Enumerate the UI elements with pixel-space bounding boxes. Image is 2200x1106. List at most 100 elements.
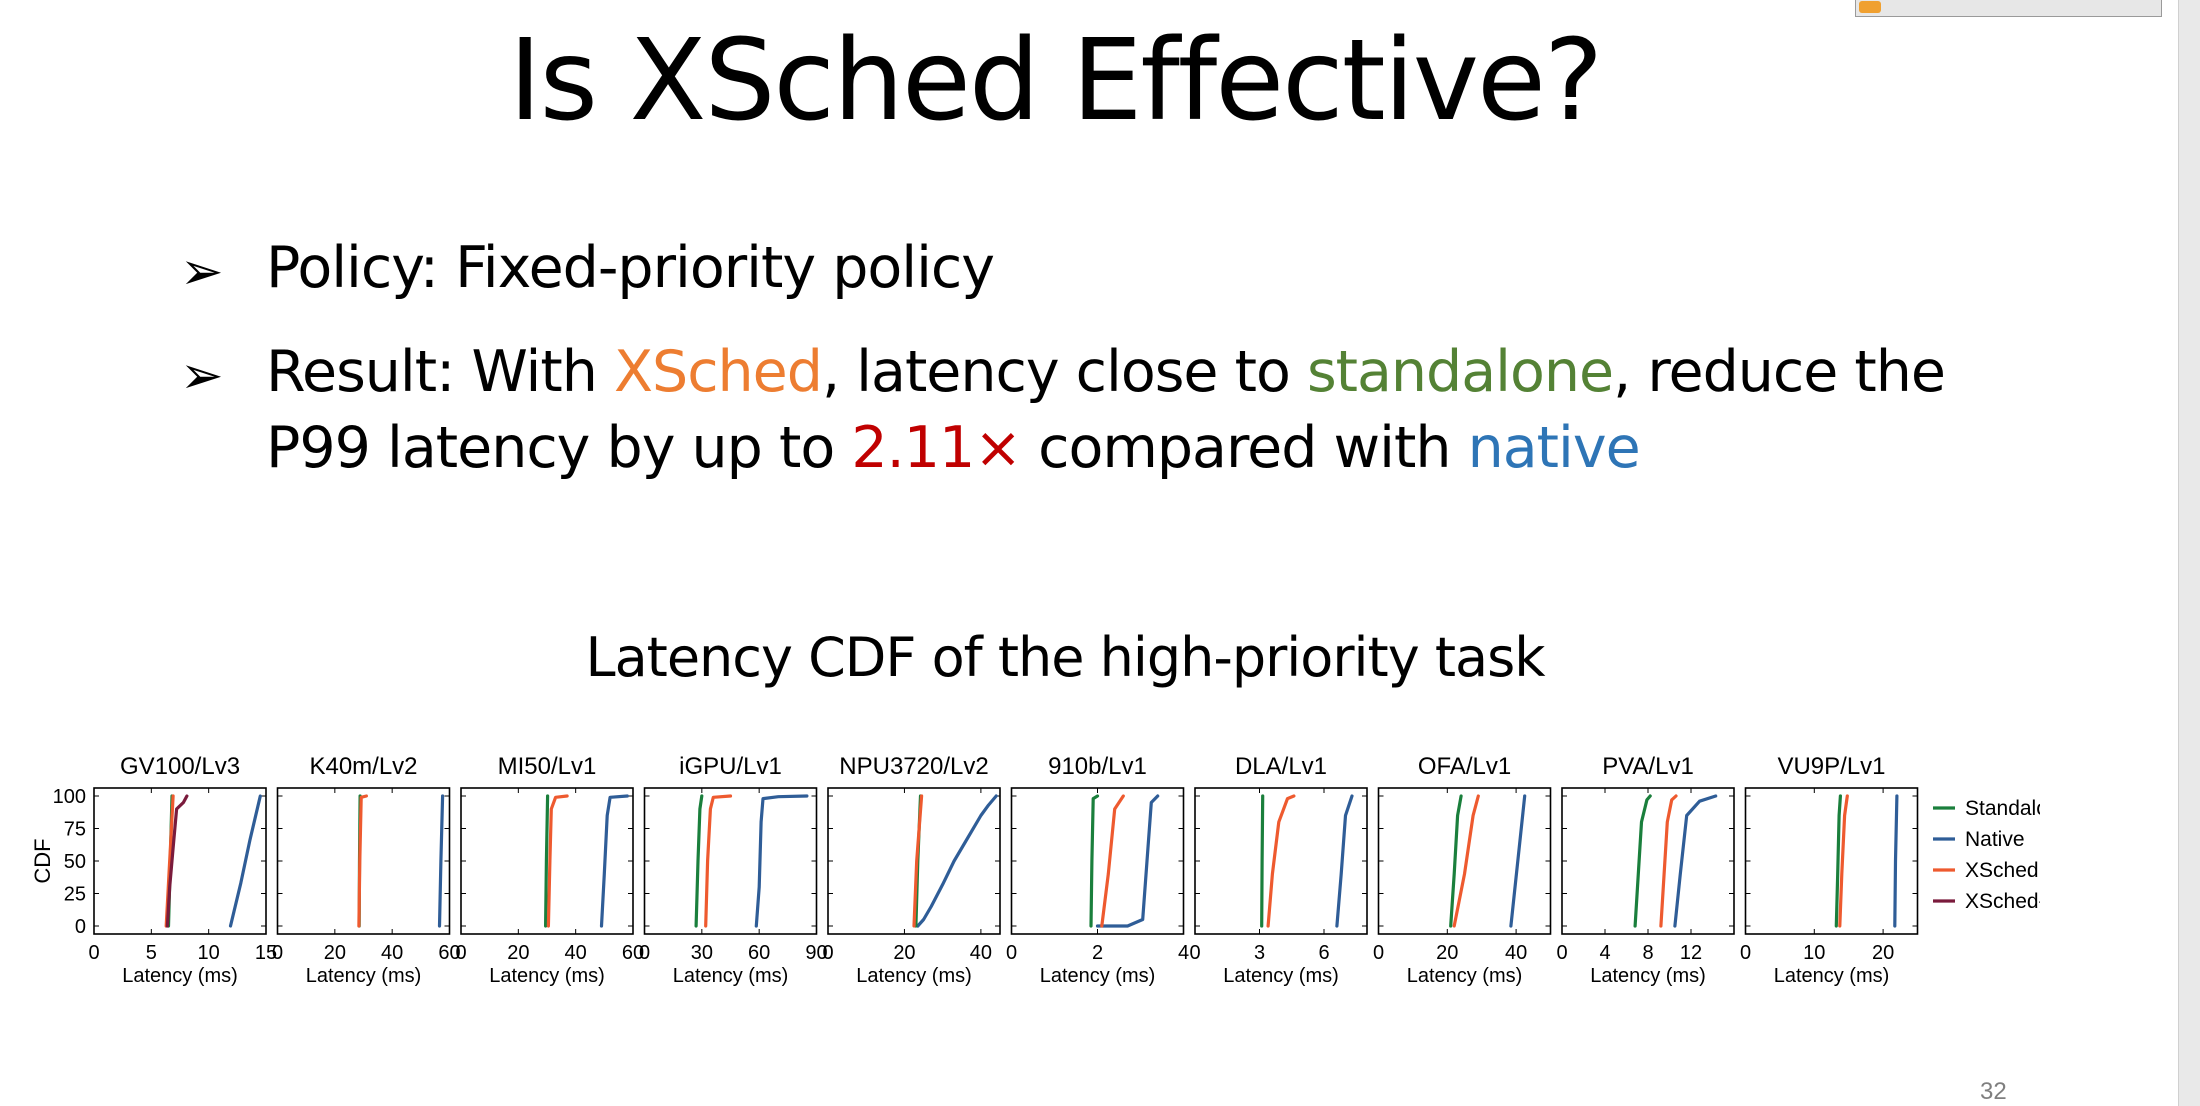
standalone-highlight: standalone xyxy=(1306,339,1614,405)
series-line-xsched xyxy=(1100,794,1125,928)
result-text-part1: Result: With xyxy=(266,339,614,405)
x-axis-label: Latency (ms) xyxy=(1590,965,1706,987)
x-axis-label: Latency (ms) xyxy=(1040,965,1156,987)
x-tick-label: 0 xyxy=(272,942,283,964)
series-line-standalone xyxy=(1449,794,1463,928)
panel-frame xyxy=(1561,787,1735,935)
result-text-part2: , latency close to xyxy=(821,339,1307,405)
x-tick-label: 40 xyxy=(565,942,587,964)
y-tick-label: 75 xyxy=(64,819,86,841)
x-tick-label: 40 xyxy=(970,942,992,964)
x-tick-label: 0 xyxy=(455,942,466,964)
series-line-xsched xyxy=(1266,794,1296,928)
series-line-standalone xyxy=(1834,794,1843,928)
series-line-xsched xyxy=(1838,794,1849,928)
series-line-native xyxy=(916,794,998,928)
page-number: 32 xyxy=(1980,1078,2007,1105)
y-tick-label: 25 xyxy=(64,884,86,906)
figure-title: Latency CDF of the high-priority task xyxy=(585,626,1545,689)
x-axis-label: Latency (ms) xyxy=(1223,965,1339,987)
x-tick-label: 40 xyxy=(381,942,403,964)
native-highlight: native xyxy=(1467,415,1641,481)
bullet-result: ➢ Result: With XSched, latency close to … xyxy=(180,334,1946,486)
x-tick-label: 30 xyxy=(691,942,713,964)
panel-frame xyxy=(276,787,451,935)
legend-label: XSched-T xyxy=(1965,890,2040,913)
xsched-highlight: XSched xyxy=(613,339,823,405)
x-tick-label: 90 xyxy=(805,942,827,964)
x-axis-label: Latency (ms) xyxy=(1407,965,1523,987)
x-tick-label: 8 xyxy=(1642,942,1653,964)
x-tick-label: 20 xyxy=(1436,942,1458,964)
panel-title: DLA/Lv1 xyxy=(1235,753,1327,780)
x-tick-label: 4 xyxy=(1599,942,1610,964)
panel-title: OFA/Lv1 xyxy=(1418,753,1511,780)
series-line-native xyxy=(1509,794,1527,928)
result-text-line2-part2: compared with xyxy=(1021,415,1468,481)
series-line-standalone xyxy=(694,794,704,928)
panel-title: VU9P/Lv1 xyxy=(1777,753,1885,780)
series-line-standalone xyxy=(543,794,550,928)
series-line-xsched xyxy=(1452,794,1480,928)
x-tick-label: 10 xyxy=(1803,942,1825,964)
panel-frame xyxy=(1010,787,1185,935)
panel-title: GV100/Lv3 xyxy=(120,753,240,780)
x-tick-label: 2 xyxy=(1092,942,1103,964)
x-tick-label: 20 xyxy=(507,942,529,964)
series-line-standalone xyxy=(1089,794,1100,928)
x-tick-label: 4 xyxy=(1178,942,1189,964)
x-axis-label: Latency (ms) xyxy=(306,965,422,987)
panel-frame xyxy=(93,787,267,935)
x-tick-label: 60 xyxy=(438,942,460,964)
window-scrollbar[interactable] xyxy=(2178,0,2200,1106)
x-tick-label: 15 xyxy=(255,942,277,964)
x-tick-label: 20 xyxy=(324,942,346,964)
slide-title: Is XSched Effective? xyxy=(508,16,1604,146)
x-tick-label: 0 xyxy=(1740,942,1751,964)
panel-title: MI50/Lv1 xyxy=(498,753,597,780)
x-tick-label: 12 xyxy=(1680,942,1702,964)
panel-title: iGPU/Lv1 xyxy=(679,753,782,780)
overlay-toolbar-widget[interactable] xyxy=(1855,0,2162,17)
series-line-xsched xyxy=(357,794,368,928)
bullet-result-line2: P99 latency by up to 2.11× compared with… xyxy=(266,410,1945,486)
bullet-result-line1: Result: With XSched, latency close to st… xyxy=(266,334,1946,410)
y-tick-label: 0 xyxy=(75,916,86,938)
x-tick-label: 0 xyxy=(822,942,833,964)
arrow-bullet-icon: ➢ xyxy=(180,346,224,406)
arrow-bullet-icon: ➢ xyxy=(180,242,224,302)
x-tick-label: 0 xyxy=(1006,942,1017,964)
speedup-factor: 2.11× xyxy=(851,415,1022,481)
series-line-native xyxy=(437,794,445,928)
result-text-part3: , reduce the xyxy=(1613,339,1946,405)
bullet-policy-text: Policy: Fixed-priority policy xyxy=(266,235,995,301)
x-axis-label: Latency (ms) xyxy=(673,965,789,987)
series-line-xsched-t xyxy=(165,794,189,928)
x-tick-label: 0 xyxy=(639,942,650,964)
panel-title: PVA/Lv1 xyxy=(1602,753,1694,780)
series-line-standalone xyxy=(1633,794,1652,928)
x-tick-label: 6 xyxy=(1318,942,1329,964)
panel-frame xyxy=(643,787,818,935)
x-tick-label: 60 xyxy=(748,942,770,964)
x-axis-label: Latency (ms) xyxy=(122,965,238,987)
y-tick-label: 50 xyxy=(64,851,86,873)
series-line-native xyxy=(1893,794,1899,928)
x-tick-label: 40 xyxy=(1505,942,1527,964)
panel-title: NPU3720/Lv2 xyxy=(839,753,988,780)
x-tick-label: 0 xyxy=(1556,942,1567,964)
series-line-xsched xyxy=(704,794,733,928)
x-tick-label: 60 xyxy=(622,942,644,964)
legend-label: Standalone xyxy=(1965,797,2040,820)
x-axis-label: Latency (ms) xyxy=(856,965,972,987)
legend-label: XSched xyxy=(1965,859,2039,882)
series-line-native xyxy=(1673,794,1718,928)
x-tick-label: 0 xyxy=(1189,942,1200,964)
x-axis-label: Latency (ms) xyxy=(1774,965,1890,987)
y-axis-label: CDF xyxy=(30,838,55,883)
series-line-native xyxy=(1095,794,1160,928)
panel-title: K40m/Lv2 xyxy=(309,753,417,780)
x-tick-label: 0 xyxy=(1373,942,1384,964)
x-axis-label: Latency (ms) xyxy=(489,965,605,987)
